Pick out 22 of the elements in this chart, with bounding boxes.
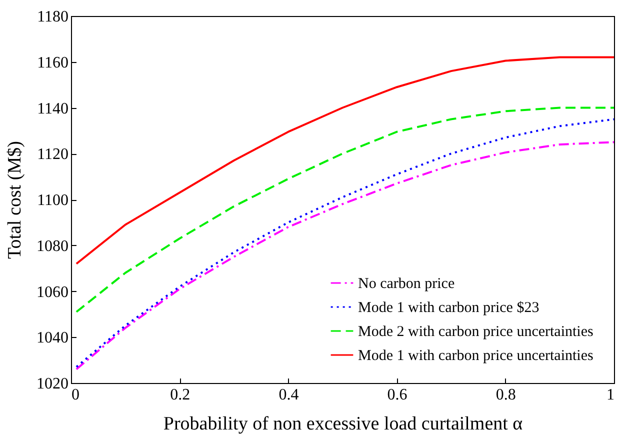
legend-label: Mode 1 with carbon price uncertainties xyxy=(358,348,594,364)
x-tick-label: 0 xyxy=(72,386,80,404)
legend-label: No carbon price xyxy=(358,276,455,292)
line-series xyxy=(75,56,614,265)
x-tick-label: 0.6 xyxy=(387,386,408,404)
y-tick-label: 1120 xyxy=(37,146,68,164)
y-tick-label: 1160 xyxy=(37,54,68,72)
x-tick-label: 0.4 xyxy=(278,386,299,404)
legend-label: Mode 2 with carbon price uncertainties xyxy=(358,324,594,340)
y-tick-label: 1040 xyxy=(36,330,68,347)
x-tick-label: 1 xyxy=(606,386,614,404)
y-tick-label: 1020 xyxy=(36,376,68,392)
y-tick-label: 1140 xyxy=(37,100,68,118)
y-axis-title: Total cost (M$) xyxy=(4,141,26,259)
y-tick-label: 1100 xyxy=(37,192,68,209)
legend-label: Mode 1 with carbon price $23 xyxy=(358,300,540,316)
y-tick-label: 1080 xyxy=(36,238,68,255)
y-tick-label: 1060 xyxy=(36,284,68,301)
x-tick-label: 0.8 xyxy=(496,386,516,404)
y-tick-label: 1180 xyxy=(37,8,68,26)
x-tick-label: 0.2 xyxy=(170,386,190,404)
x-axis-title: Probability of non excessive load curtailment α xyxy=(163,414,523,434)
